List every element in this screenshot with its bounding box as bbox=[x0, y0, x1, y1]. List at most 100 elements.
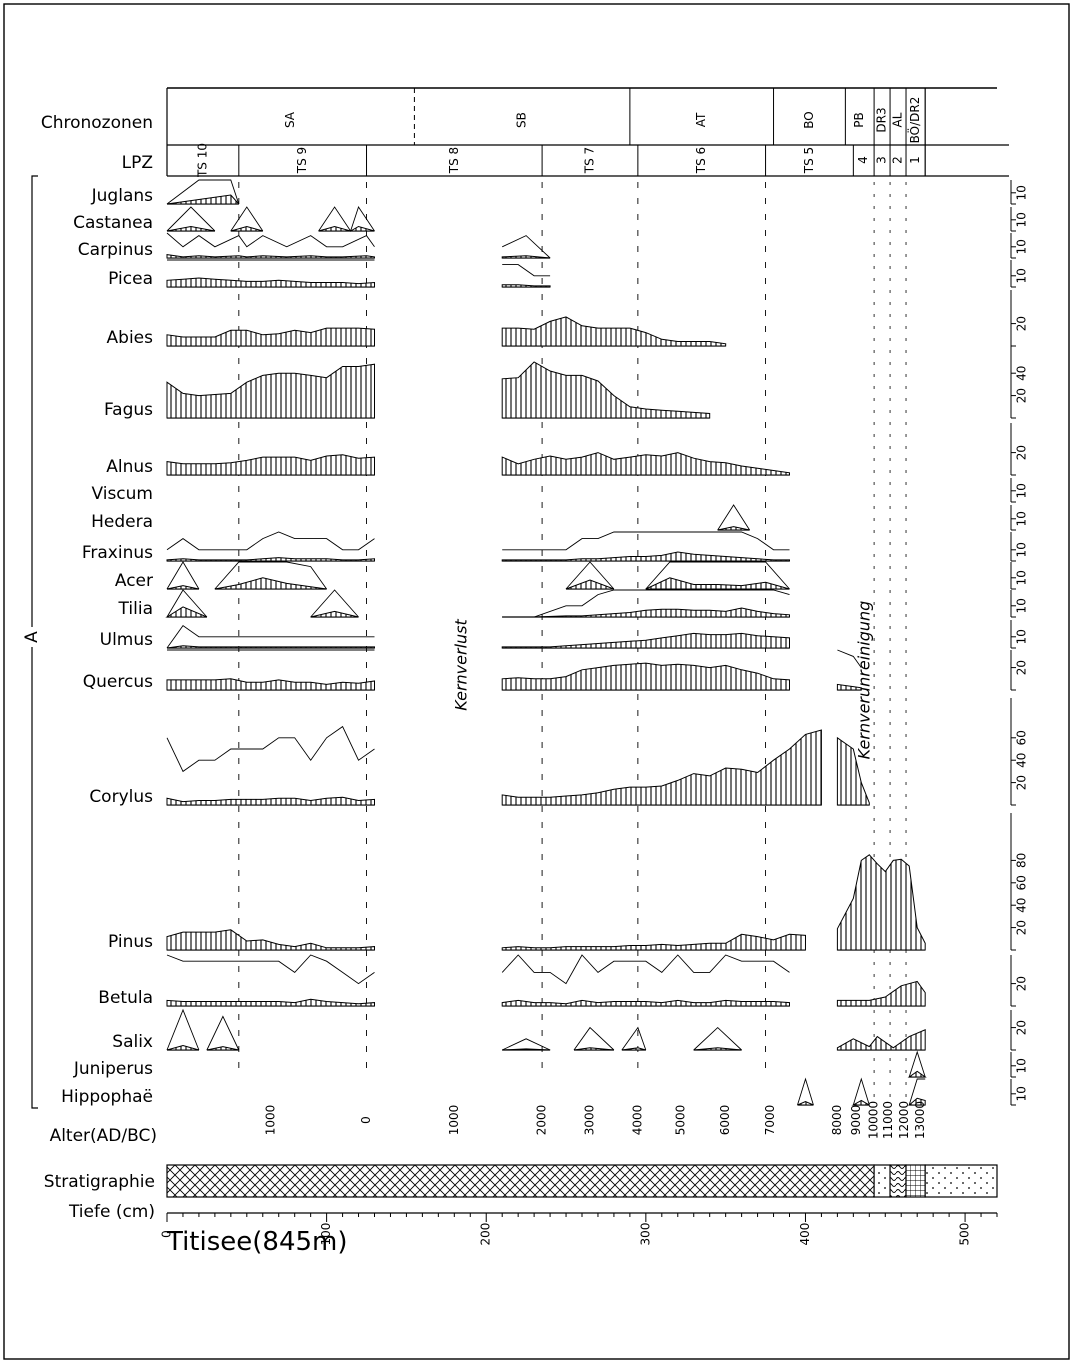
taxon-label: Viscum bbox=[91, 484, 153, 504]
age-tick-label: 8000 bbox=[830, 1105, 844, 1136]
pollen-curve bbox=[166, 929, 375, 951]
age-tick-label: 4000 bbox=[630, 1105, 644, 1136]
pollen-curve bbox=[166, 796, 375, 806]
pollen-curve bbox=[501, 999, 790, 1007]
scale-label: 10 bbox=[1015, 542, 1029, 557]
pollen-curve bbox=[797, 1101, 814, 1106]
scale-label: 60 bbox=[1015, 875, 1029, 890]
pollen-curve bbox=[501, 316, 727, 347]
taxon-label: Fraxinus bbox=[82, 543, 153, 563]
exaggeration-curve bbox=[502, 589, 790, 618]
age-tick-label: 5000 bbox=[673, 1105, 687, 1136]
lpz-label: TS 9 bbox=[295, 147, 309, 174]
taxon-label: Juniperus bbox=[73, 1059, 153, 1079]
age-tick-label: 1000 bbox=[447, 1105, 461, 1136]
taxon-label: Quercus bbox=[83, 672, 153, 692]
taxon-tilia: Tilia 10 bbox=[118, 589, 1029, 619]
pollen-curve bbox=[166, 327, 375, 347]
age-tick-label: 7000 bbox=[763, 1105, 777, 1136]
taxon-salix: Salix 20 bbox=[112, 1008, 1029, 1052]
taxon-corylus: Corylus 20 40 60 bbox=[89, 698, 1029, 807]
chronozone-label: PB bbox=[852, 112, 866, 127]
age-tick-label: 3000 bbox=[582, 1105, 596, 1136]
lpz-label: TS 5 bbox=[802, 147, 816, 174]
scale-label: 10 bbox=[1015, 1086, 1029, 1101]
lpz-label: TS 6 bbox=[694, 147, 708, 174]
scale-label: 40 bbox=[1015, 366, 1029, 381]
taxon-betula: Betula 20 bbox=[98, 954, 1029, 1008]
scale-label: 20 bbox=[1015, 445, 1029, 460]
pollen-curve bbox=[166, 678, 375, 691]
exaggeration-curve bbox=[166, 954, 375, 985]
scale-label: 20 bbox=[1015, 316, 1029, 331]
taxon-label: Hedera bbox=[91, 512, 153, 532]
taxon-label: Acer bbox=[115, 571, 153, 591]
exaggeration-curve bbox=[908, 1078, 926, 1106]
scale-label: 40 bbox=[1015, 753, 1029, 768]
exaggeration-curve bbox=[565, 561, 615, 590]
age-tick-label: 0 bbox=[359, 1116, 373, 1124]
pollen-curve bbox=[501, 284, 551, 288]
taxon-carpinus: Carpinus 10 bbox=[78, 232, 1029, 260]
pollen-curve bbox=[318, 225, 375, 232]
exaggeration-curve bbox=[166, 531, 375, 551]
scale-label: 10 bbox=[1015, 598, 1029, 613]
pollen-curve bbox=[230, 225, 263, 232]
pollen-curve bbox=[501, 551, 790, 562]
exaggeration-curve bbox=[166, 232, 375, 248]
exaggeration-curve bbox=[645, 561, 790, 590]
chronozone-label: AL bbox=[891, 112, 905, 127]
exaggeration-curve bbox=[166, 206, 216, 232]
pollen-curve bbox=[502, 1048, 551, 1051]
strat-unit-grid bbox=[905, 1164, 926, 1198]
pollen-curve bbox=[166, 225, 215, 232]
exaggeration-curve bbox=[621, 1026, 647, 1051]
lpz-label: 3 bbox=[875, 156, 889, 164]
note-core-loss: Kernverlust bbox=[452, 618, 471, 710]
exaggeration-curve bbox=[693, 1026, 742, 1051]
pollen-curve bbox=[166, 557, 375, 562]
taxon-label: Corylus bbox=[89, 787, 153, 807]
lpz-label: TS 10 bbox=[195, 143, 209, 178]
exaggeration-curve bbox=[230, 206, 264, 232]
pollen-curve bbox=[907, 1070, 927, 1078]
scale-label: 10 bbox=[1015, 185, 1029, 200]
strat-unit-wavy bbox=[889, 1164, 907, 1198]
pollen-curve bbox=[501, 729, 822, 806]
taxon-label: Betula bbox=[98, 988, 153, 1008]
strat-unit-dots bbox=[924, 1164, 998, 1198]
pollen-curve bbox=[166, 363, 375, 419]
pollen-curve bbox=[206, 1046, 239, 1051]
taxon-hedera: Hedera 10 bbox=[91, 504, 1029, 532]
taxon-fraxinus: Fraxinus 10 bbox=[82, 531, 1029, 563]
taxon-hippophaë: Hippophaë 10 bbox=[61, 1077, 1029, 1107]
label-depth: Tiefe (cm) bbox=[68, 1202, 155, 1222]
taxon-pinus: Pinus 20 40 60 80 bbox=[108, 813, 1029, 952]
pollen-curve bbox=[836, 736, 870, 806]
exaggeration-curve bbox=[502, 264, 551, 277]
pollen-curve bbox=[214, 577, 327, 590]
taxon-juniperus: Juniperus 10 bbox=[73, 1050, 1029, 1079]
taxon-picea: Picea 10 bbox=[108, 259, 1029, 289]
depth-tick-label: 0 bbox=[160, 1230, 174, 1238]
taxon-abies: Abies 20 bbox=[107, 290, 1029, 348]
age-tick-label: 9000 bbox=[849, 1105, 863, 1136]
age-tick-label: 11000 bbox=[881, 1101, 895, 1139]
pollen-curve bbox=[836, 980, 926, 1007]
age-tick-label: 10000 bbox=[867, 1101, 881, 1139]
exaggeration-curve bbox=[852, 1077, 870, 1106]
taxon-label: Picea bbox=[108, 269, 153, 289]
pollen-curve bbox=[501, 361, 711, 419]
exaggeration-curve bbox=[502, 235, 551, 259]
taxon-fagus: Fagus 20 40 bbox=[104, 346, 1029, 420]
pollen-curve bbox=[501, 255, 551, 259]
depth-tick-label: 200 bbox=[479, 1223, 493, 1246]
exaggeration-curve bbox=[318, 205, 375, 233]
scale-label: 20 bbox=[1015, 920, 1029, 935]
group-label-bg bbox=[24, 627, 40, 647]
scale-label: 10 bbox=[1015, 212, 1029, 227]
chronozone-label: BO bbox=[802, 111, 816, 128]
taxon-label: Tilia bbox=[118, 599, 153, 619]
scale-label: 10 bbox=[1015, 268, 1029, 283]
lpz-label: 4 bbox=[856, 156, 870, 164]
